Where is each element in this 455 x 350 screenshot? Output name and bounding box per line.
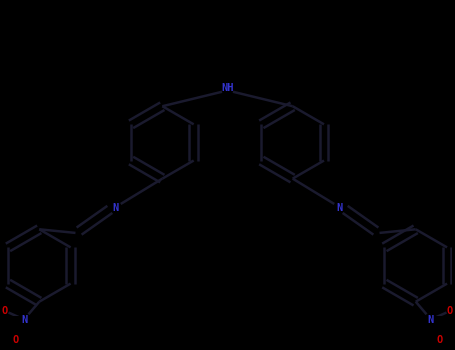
Text: N: N bbox=[112, 203, 118, 212]
Text: O: O bbox=[13, 335, 19, 345]
Text: O: O bbox=[447, 306, 453, 316]
Text: N: N bbox=[427, 315, 433, 325]
Text: O: O bbox=[436, 335, 442, 345]
Text: N: N bbox=[337, 203, 343, 212]
Text: O: O bbox=[2, 306, 8, 316]
Text: N: N bbox=[22, 315, 28, 325]
Text: NH: NH bbox=[221, 83, 234, 93]
